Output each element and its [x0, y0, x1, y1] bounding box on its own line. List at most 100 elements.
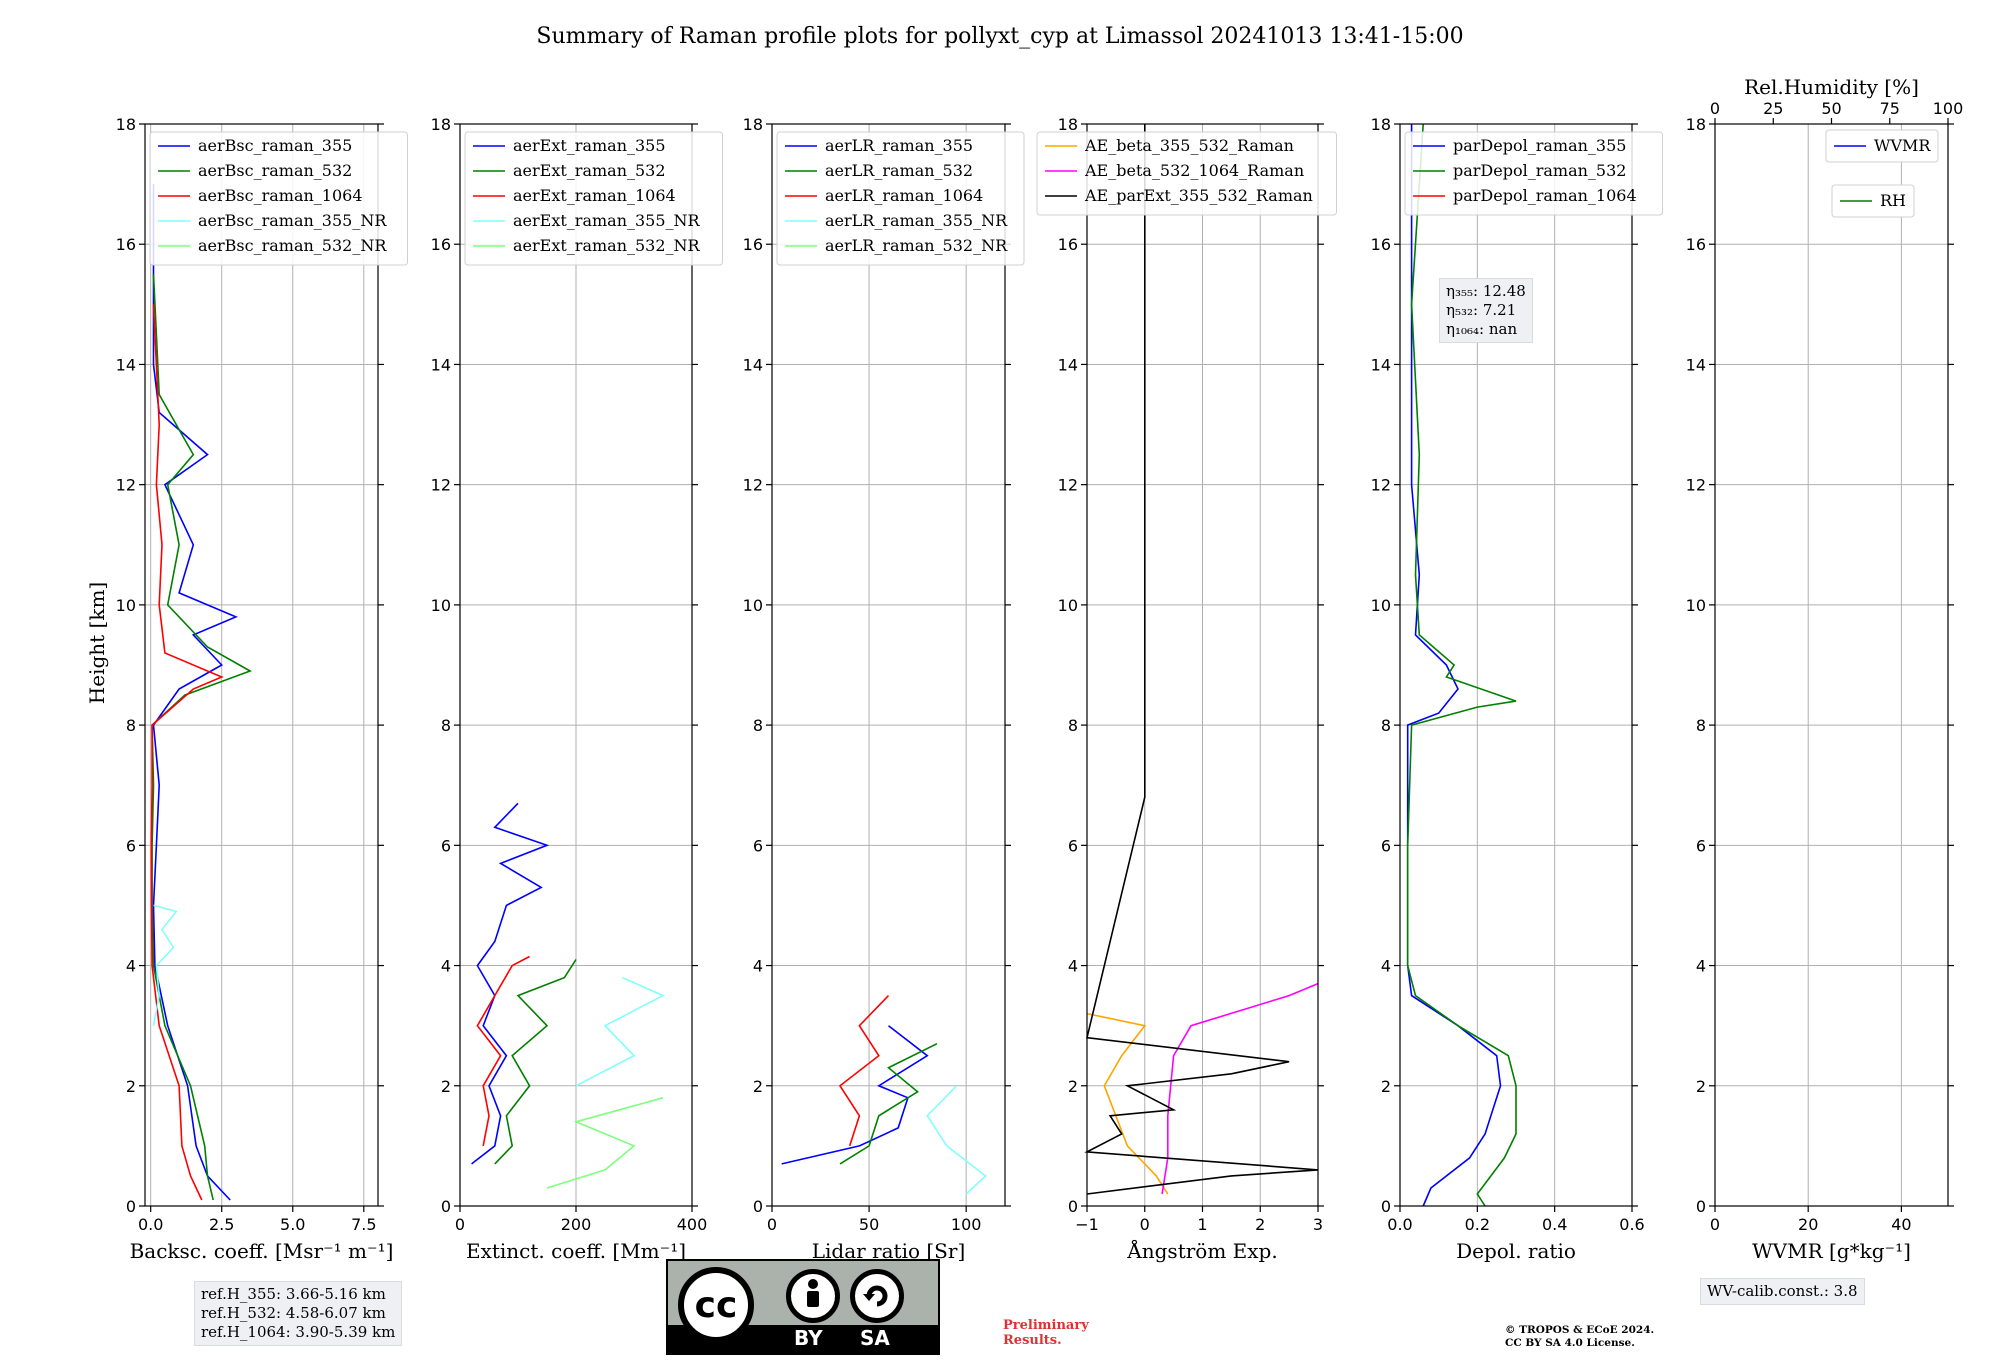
ref-h-532: ref.H_532: 4.58-6.07 km [201, 1304, 386, 1322]
series-aerLR_raman_355_NR [926, 1085, 987, 1195]
x-tick-label: 2.5 [209, 1215, 234, 1234]
legend-entry: aerBsc_raman_355_NR [198, 211, 387, 230]
y-tick-label: 0 [753, 1197, 763, 1216]
axes-frame [1714, 123, 1949, 1207]
series-AE_beta_532_1064_Raman [1161, 982, 1319, 1195]
legend-box [464, 131, 723, 266]
y-tick-label: 8 [441, 716, 451, 735]
series-aerBsc_raman_1064 [150, 304, 224, 1201]
top-x-tick-label: 100 [1933, 99, 1964, 118]
legend-entry: aerLR_raman_532_NR [825, 236, 1008, 255]
y-tick-label: 0 [1068, 1197, 1078, 1216]
y-tick-label: 12 [1686, 476, 1706, 495]
x-tick-label: 40 [1891, 1215, 1911, 1234]
x-axis-label: Extinct. coeff. [Mm⁻¹] [466, 1239, 686, 1263]
x-tick-label: 100 [951, 1215, 982, 1234]
series-AE_beta_355_532_Raman [1086, 1012, 1169, 1195]
series-aerExt_raman_532 [494, 959, 577, 1165]
y-tick-label: 10 [1058, 596, 1078, 615]
y-tick-label: 12 [1371, 476, 1391, 495]
cc-logo-icon: cc [678, 1267, 754, 1343]
y-tick-label: 14 [743, 355, 763, 374]
cc-sa-label: SA [860, 1326, 890, 1350]
y-tick-label: 16 [1686, 235, 1706, 254]
y-tick-label: 16 [431, 235, 451, 254]
y-tick-label: 0 [1696, 1197, 1706, 1216]
legend-entry: aerLR_raman_355 [825, 136, 973, 155]
share-alike-icon [850, 1269, 904, 1323]
y-tick-label: 18 [116, 115, 136, 134]
y-tick-label: 18 [1371, 115, 1391, 134]
legend-entry: aerExt_raman_532 [513, 161, 666, 180]
axes-frame [771, 123, 1006, 1207]
series-aerLR_raman_532 [839, 1042, 938, 1165]
x-tick-label: 0 [767, 1215, 777, 1234]
y-tick-label: 12 [743, 476, 763, 495]
legend-entry: WVMR [1874, 136, 1931, 155]
x-tick-label: 0 [1710, 1215, 1720, 1234]
x-tick-label: 0.4 [1542, 1215, 1567, 1234]
series-aerExt_raman_532_NR [546, 1097, 664, 1189]
panel-1: 0 2 4 6 8 10 12 14 16 18 0.0 2.5 5.0 7.5 Backsc. coeff… [116, 115, 408, 1263]
x-tick-label: 200 [561, 1215, 592, 1234]
legend-rh: RH [1831, 184, 1915, 218]
top-x-tick-label: 25 [1763, 99, 1783, 118]
series-aerExt_raman_355_NR [575, 976, 665, 1087]
legend-entry: parDepol_raman_532 [1453, 161, 1626, 180]
y-tick-label: 6 [1381, 836, 1391, 855]
y-tick-label: 18 [1058, 115, 1078, 134]
y-tick-label: 6 [441, 836, 451, 855]
y-tick-label: 14 [1371, 355, 1391, 374]
y-tick-label: 2 [1696, 1077, 1706, 1096]
y-tick-label: 4 [1381, 957, 1391, 976]
y-tick-label: 12 [431, 476, 451, 495]
legend-entry: aerBsc_raman_355 [198, 136, 352, 155]
y-tick-label: 6 [1068, 836, 1078, 855]
top-axis-label: Rel.Humidity [%] [1744, 75, 1919, 99]
wv-calib-const: WV-calib.const.: 3.8 [1707, 1282, 1858, 1300]
x-tick-label: 5.0 [280, 1215, 305, 1234]
series-aerLR_raman_1064 [838, 995, 890, 1147]
legend-entry: aerLR_raman_1064 [825, 186, 983, 205]
y-tick-label: 4 [126, 957, 136, 976]
x-axis-label: Depol. ratio [1456, 1239, 1576, 1263]
cc-by-label: BY [794, 1326, 823, 1350]
legend-box [149, 131, 408, 266]
y-tick-label: 10 [1686, 596, 1706, 615]
y-tick-label: 18 [1686, 115, 1706, 134]
copyright-note: © TROPOS & ECoE 2024. CC BY SA 4.0 Licen… [1505, 1324, 1655, 1349]
top-x-tick-label: 75 [1880, 99, 1900, 118]
eta-1064: η₁₀₆₄: nan [1446, 320, 1518, 338]
y-tick-label: 6 [1696, 836, 1706, 855]
x-axis-label: Ångström Exp. [1126, 1238, 1277, 1263]
ref-h-355: ref.H_355: 3.66-5.16 km [201, 1285, 386, 1303]
y-tick-label: 8 [126, 716, 136, 735]
legend-entry: AE_parExt_355_532_Raman [1084, 186, 1313, 205]
x-tick-label: 0.2 [1465, 1215, 1490, 1234]
y-tick-label: 4 [441, 957, 451, 976]
y-tick-label: 8 [1068, 716, 1078, 735]
y-tick-label: 14 [1058, 355, 1078, 374]
x-tick-label: 0.6 [1619, 1215, 1644, 1234]
y-tick-label: 10 [431, 596, 451, 615]
y-tick-label: 8 [753, 716, 763, 735]
y-axis-label: Height [km] [85, 582, 109, 704]
y-tick-label: 6 [126, 836, 136, 855]
x-axis-label: Backsc. coeff. [Msr⁻¹ m⁻¹] [130, 1239, 394, 1263]
legend: aerBsc_raman_355 aerBsc_raman_532 aerBsc_r… [149, 131, 408, 266]
legend: AE_beta_355_532_Raman AE_beta_532_1064_Ra… [1036, 131, 1337, 216]
series-aerExt_raman_1064 [476, 955, 530, 1147]
series-aerExt_raman_355 [471, 802, 550, 1165]
y-tick-label: 16 [116, 235, 136, 254]
series-aerBsc_raman_532 [151, 274, 252, 1201]
legend-entry: AE_beta_355_532_Raman [1084, 136, 1294, 155]
x-tick-label: 20 [1798, 1215, 1818, 1234]
legend: parDepol_raman_355 parDepol_raman_532 parD… [1404, 131, 1663, 216]
panel-2: 0 2 4 6 8 10 12 14 16 18 0 200 400 Extinct. coeff. [M… [431, 115, 723, 1263]
legend-box [1825, 129, 1939, 163]
x-tick-label: 400 [677, 1215, 708, 1234]
series-aerBsc_raman_355_NR [152, 904, 178, 1026]
